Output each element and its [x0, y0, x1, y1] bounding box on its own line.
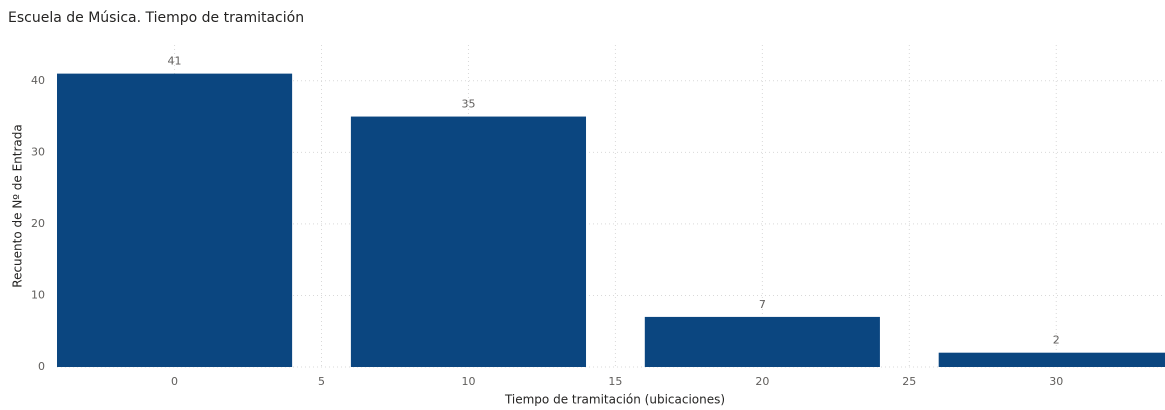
x-tick-label: 10: [461, 375, 475, 388]
data-label: 2: [1053, 334, 1060, 347]
x-axis-title: Tiempo de tramitación (ubicaciones): [504, 393, 725, 407]
x-tick-label: 0: [171, 375, 178, 388]
data-label: 35: [461, 98, 475, 111]
y-axis-title: Recuento de Nº de Entrada: [11, 124, 25, 287]
x-tick-label: 20: [755, 375, 769, 388]
bar: [350, 116, 587, 367]
bar: [938, 352, 1165, 367]
x-tick-label: 5: [318, 375, 325, 388]
x-tick-label: 25: [902, 375, 916, 388]
bar: [644, 316, 880, 367]
chart-title: Escuela de Música. Tiempo de tramitación: [8, 10, 304, 26]
y-tick-label: 10: [31, 288, 45, 301]
y-tick-label: 30: [31, 145, 45, 158]
x-tick-label: 15: [608, 375, 622, 388]
y-tick-label: 20: [31, 217, 45, 230]
x-tick-label: 30: [1049, 375, 1063, 388]
plot-area: [57, 73, 1165, 367]
data-label: 7: [759, 298, 766, 311]
y-tick-label: 0: [38, 360, 45, 373]
bar: [57, 73, 293, 367]
y-tick-label: 40: [31, 74, 45, 87]
data-label: 41: [168, 55, 182, 68]
